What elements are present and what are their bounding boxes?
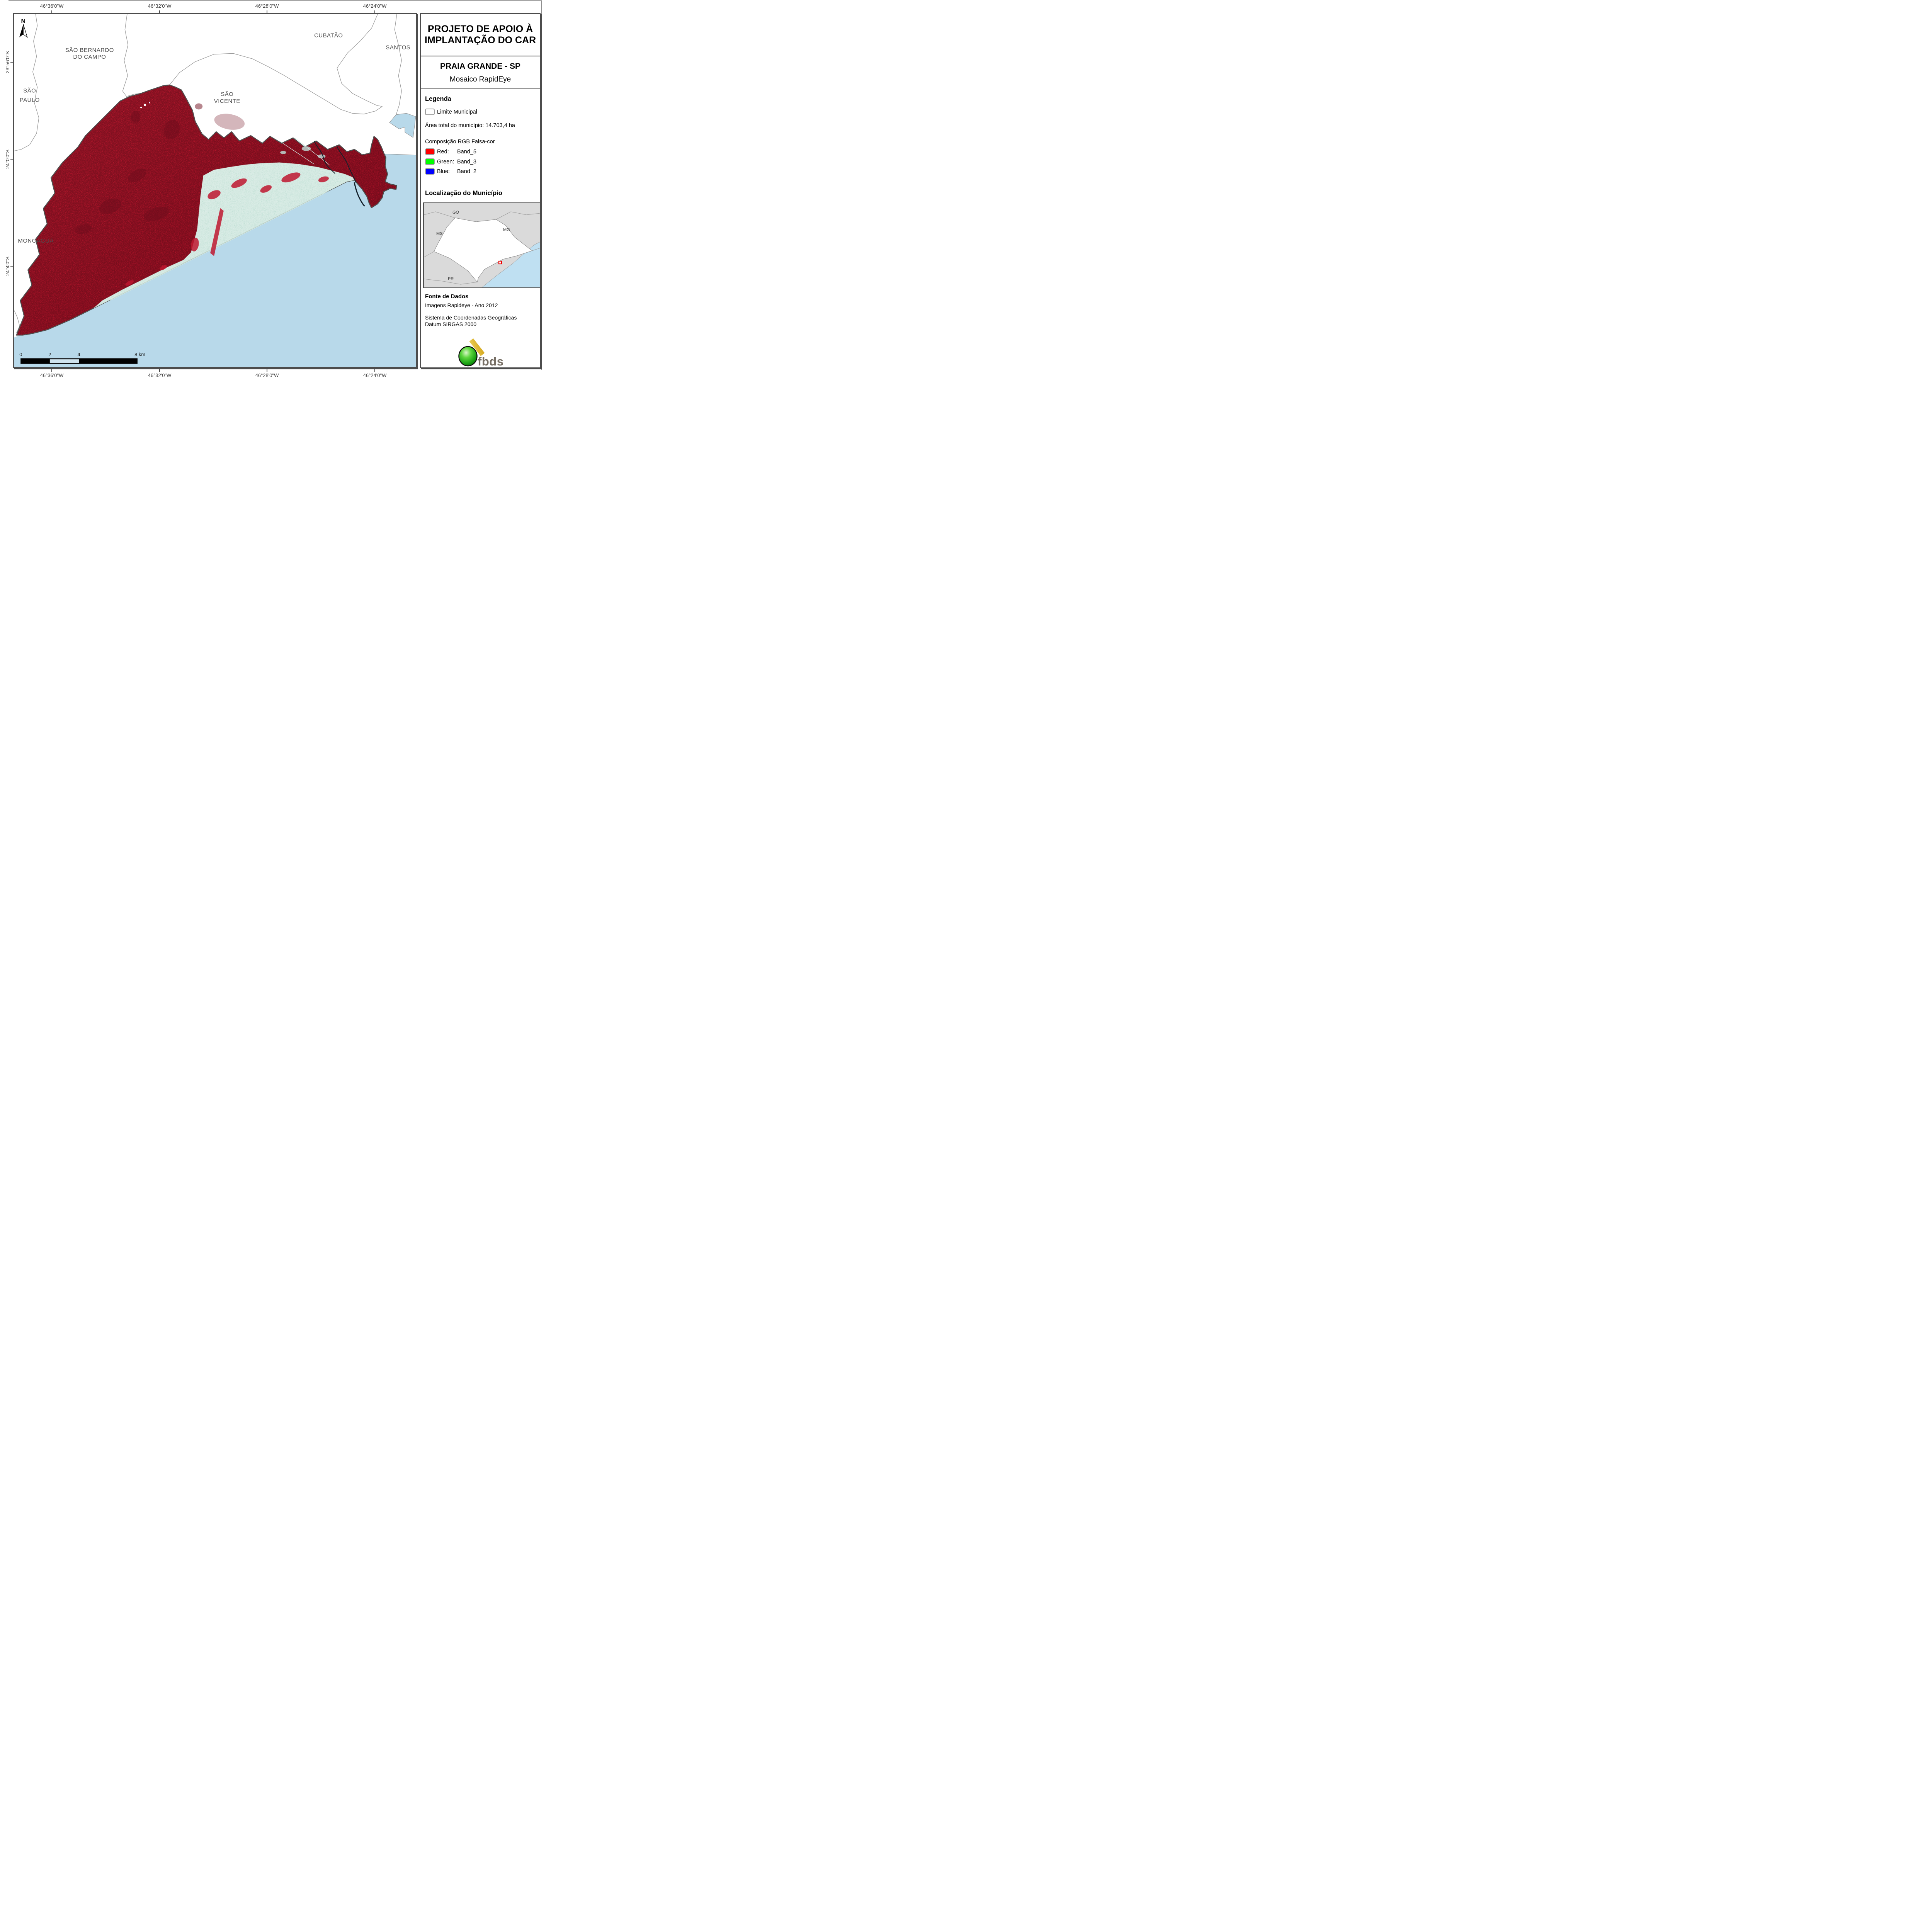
limite-swatch-icon <box>425 109 435 115</box>
legend-item-red: Red: Band_5 <box>425 148 537 155</box>
north-arrow-icon: N <box>19 18 28 38</box>
subtitle-block: PRAIA GRANDE - SP Mosaico RapidEye <box>421 56 540 89</box>
lon-label-bottom: 46°24'0"W <box>363 372 387 378</box>
north-label: N <box>21 18 26 25</box>
label-cubatao: CUBATÃO <box>314 32 343 39</box>
logo-text: fbds <box>478 355 503 368</box>
localizacao-heading: Localização do Município <box>425 190 502 197</box>
label-sao-bernardo: SÃO BERNARDO <box>65 47 114 53</box>
lon-label-top: 46°28'0"W <box>255 3 279 9</box>
inset-label-pr: PR <box>448 277 454 281</box>
green-band-value: Band_3 <box>457 158 476 165</box>
blue-channel-label: Blue: <box>437 168 450 175</box>
fonte-line2: Sistema de Coordenadas Geográficas <box>425 314 517 321</box>
lon-label-bottom: 46°32'0"W <box>148 372 172 378</box>
area-total: Área total do município: 14.703,4 ha <box>425 122 515 129</box>
inset-label-mg: MG <box>503 228 510 232</box>
red-channel-label: Red: <box>437 148 449 155</box>
scale-tick-label: 4 <box>77 352 80 357</box>
grid-tick <box>374 10 375 13</box>
grid-tick <box>159 369 160 372</box>
inset-svg: GO MS MG PR <box>424 203 540 287</box>
project-title-line1: PROJETO DE APOIO À <box>427 24 533 34</box>
label-sao-paulo: PAULO <box>20 97 40 104</box>
label-sao-paulo: SÃO <box>23 88 36 94</box>
satellite-mosaic <box>16 84 398 336</box>
praia-grande-locator <box>498 260 502 265</box>
green-channel-label: Green: <box>437 158 454 165</box>
lat-label: 24°4'0"S <box>5 257 10 276</box>
legend-item-blue: Blue: Band_2 <box>425 168 537 175</box>
blue-band-value: Band_2 <box>457 168 476 175</box>
municipality-name: PRAIA GRANDE - SP <box>440 62 521 71</box>
lon-label-top: 46°36'0"W <box>40 3 64 9</box>
grid-tick <box>51 369 52 372</box>
lon-label-bottom: 46°28'0"W <box>255 372 279 378</box>
title-block: PROJETO DE APOIO À IMPLANTAÇÃO DO CAR <box>421 14 540 56</box>
logo-sphere-icon <box>458 346 478 367</box>
highway <box>110 178 349 301</box>
fonte-line3: Datum SIRGAS 2000 <box>425 321 477 327</box>
city-labels: SÃO BERNARDO DO CAMPO CUBATÃO SANTOS SÃO… <box>18 32 410 245</box>
inset-labels: GO MS MG PR <box>436 210 510 281</box>
municipal-boundaries <box>14 14 402 333</box>
fbds-logo-svg: fbds <box>458 338 503 368</box>
page-neatline-top <box>9 0 542 1</box>
lon-label-bottom: 46°36'0"W <box>40 372 64 378</box>
panel-body: Legenda Limite Municipal Área total do m… <box>421 89 541 369</box>
grid-tick <box>374 369 375 372</box>
fonte-line1: Imagens Rapideye - Ano 2012 <box>425 302 498 308</box>
inset-label-go: GO <box>452 210 459 215</box>
logo-bar-icon <box>469 338 485 356</box>
map-canvas: SÃO BERNARDO DO CAMPO CUBATÃO SANTOS SÃO… <box>13 13 417 368</box>
label-sao-vicente: VICENTE <box>214 98 240 104</box>
legend-item-limite: Limite Municipal <box>425 109 537 115</box>
scale-bar: 0 2 4 8 km <box>19 352 145 364</box>
label-sao-bernardo: DO CAMPO <box>73 54 106 60</box>
red-band-swatch-icon <box>425 148 435 155</box>
ne-roads <box>279 138 330 165</box>
grid-tick <box>10 159 13 160</box>
ocean <box>14 154 416 367</box>
page-neatline-right <box>541 0 542 370</box>
scale-tick-label: 0 <box>19 352 22 357</box>
inset-label-ms: MS <box>436 231 443 236</box>
inset-state-borders <box>424 211 540 285</box>
info-panel: PROJETO DE APOIO À IMPLANTAÇÃO DO CAR PR… <box>420 13 541 368</box>
composicao-heading: Composição RGB Falsa-cor <box>425 139 495 145</box>
lat-label: 23°56'0"S <box>5 51 10 73</box>
fonte-heading: Fonte de Dados <box>425 293 469 300</box>
bright-specks <box>140 102 150 109</box>
grid-tick <box>51 10 52 13</box>
label-sao-vicente: SÃO <box>221 91 233 98</box>
lon-label-top: 46°32'0"W <box>148 3 172 9</box>
legend-item-green: Green: Band_3 <box>425 158 537 165</box>
inset-locator-map: GO MS MG PR <box>423 202 541 288</box>
fbds-logo: fbds <box>445 336 522 369</box>
project-title-line2: IMPLANTAÇÃO DO CAR <box>424 35 536 46</box>
red-band-value: Band_5 <box>457 148 476 155</box>
grid-tick <box>10 62 13 63</box>
vegetation-shadows <box>75 103 245 235</box>
vegetation-pockets <box>125 172 329 286</box>
map-layout-page: 46°36'0"W 46°32'0"W 46°28'0"W 46°24'0"W … <box>0 0 543 383</box>
grid-tick <box>159 10 160 13</box>
lon-label-top: 46°24'0"W <box>363 3 387 9</box>
map-svg: SÃO BERNARDO DO CAMPO CUBATÃO SANTOS SÃO… <box>14 14 416 367</box>
lat-label: 24°0'0"S <box>5 150 10 169</box>
river-channels <box>313 141 365 207</box>
label-santos: SANTOS <box>386 44 410 51</box>
green-band-swatch-icon <box>425 158 435 165</box>
bay <box>389 113 416 138</box>
product-name: Mosaico RapidEye <box>449 75 511 83</box>
scale-tick-label: 2 <box>48 352 51 357</box>
scale-tick-label: 8 km <box>134 352 145 357</box>
blue-band-swatch-icon <box>425 168 435 175</box>
grid-tick <box>10 266 13 267</box>
legend-heading: Legenda <box>425 95 451 102</box>
limite-label: Limite Municipal <box>437 109 477 115</box>
label-mongagua: MONGAGUÁ <box>18 238 54 244</box>
